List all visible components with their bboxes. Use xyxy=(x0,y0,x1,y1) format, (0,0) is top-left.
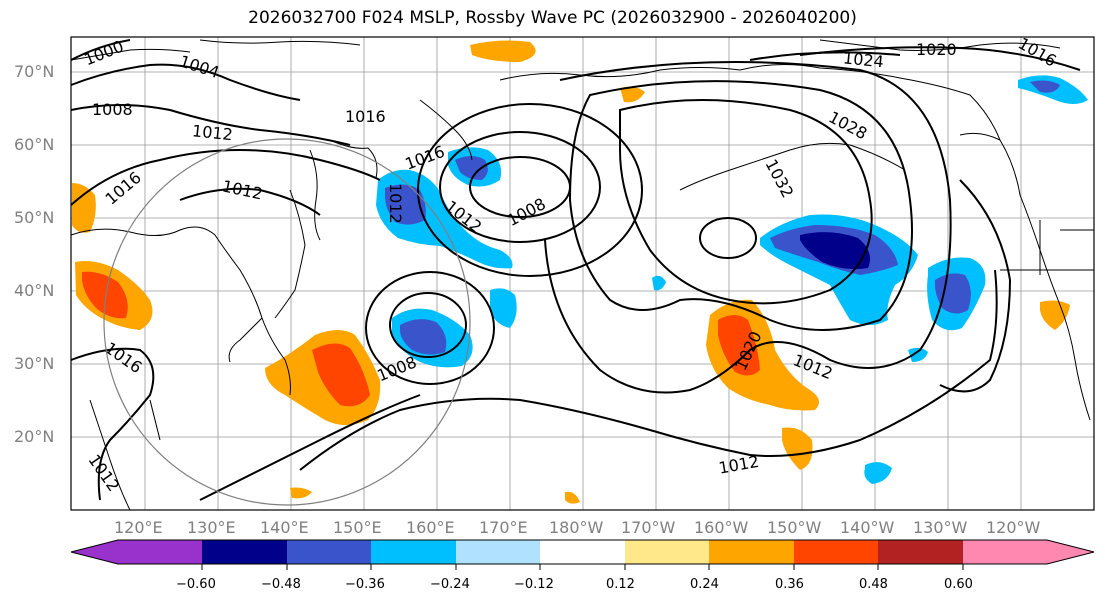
colorbar-segment xyxy=(709,540,794,564)
lon-label: 140°E xyxy=(260,518,309,537)
colorbar-tick-label: −0.48 xyxy=(261,577,301,592)
colorbar-tick-label: 0.48 xyxy=(859,577,888,592)
lon-label: 130°E xyxy=(187,518,236,537)
colorbar-extend-low xyxy=(71,540,118,564)
lon-label: 160°W xyxy=(694,518,749,537)
lat-label: 20°N xyxy=(14,427,55,446)
lat-label: 60°N xyxy=(14,135,55,154)
gridlines xyxy=(71,37,1094,510)
colorbar-segment xyxy=(287,540,371,564)
lon-label: 140°W xyxy=(840,518,895,537)
colorbar-tick-label: −0.24 xyxy=(430,577,470,592)
lon-label: 170°W xyxy=(621,518,676,537)
colorbar-tick-label: 0.24 xyxy=(690,577,719,592)
isobar-label: 1012 xyxy=(386,183,405,224)
lon-label: 130°W xyxy=(913,518,968,537)
colorbar-tick-label: −0.60 xyxy=(176,577,216,592)
colorbar xyxy=(70,539,1095,570)
lat-label: 70°N xyxy=(14,62,55,81)
anomaly-shading xyxy=(72,40,1088,504)
colorbar-segment xyxy=(794,540,878,564)
colorbar-segment xyxy=(963,540,1047,564)
coastlines xyxy=(70,39,1094,511)
colorbar-segment xyxy=(878,540,963,564)
radius-circle xyxy=(103,138,471,506)
isobar-label: 1008 xyxy=(92,100,133,119)
colorbar-tick-label: 0.12 xyxy=(606,577,635,592)
colorbar-segment xyxy=(625,540,709,564)
isobar-label: 1012 xyxy=(191,121,233,144)
colorbar-tick-label: −0.12 xyxy=(514,577,554,592)
map-frame xyxy=(70,36,1095,511)
colorbar-segment xyxy=(371,540,456,564)
colorbar-segment xyxy=(202,540,287,564)
lon-label: 150°W xyxy=(767,518,822,537)
lon-label: 170°E xyxy=(479,518,528,537)
colorbar-segment xyxy=(540,540,625,564)
lat-label: 50°N xyxy=(14,208,55,227)
isobar-label: 1024 xyxy=(842,48,884,71)
isobar-label: 1016 xyxy=(345,107,386,126)
lat-label: 30°N xyxy=(14,354,55,373)
isobars xyxy=(70,39,1081,501)
lat-label: 40°N xyxy=(14,281,55,300)
lon-label: 160°E xyxy=(406,518,455,537)
colorbar-tick-label: −0.36 xyxy=(345,577,385,592)
colorbar-segment xyxy=(456,540,540,564)
colorbar-outline xyxy=(70,539,1095,565)
map-title: 2026032700 F024 MSLP, Rossby Wave PC (20… xyxy=(248,8,857,28)
colorbar-extend-high xyxy=(1047,540,1094,564)
isobar-label: 1020 xyxy=(916,40,957,59)
lon-label: 150°E xyxy=(333,518,382,537)
lon-label: 180°W xyxy=(549,518,604,537)
colorbar-segment xyxy=(118,540,202,564)
colorbar-tick-label: 0.60 xyxy=(944,577,973,592)
lon-label: 120°E xyxy=(114,518,163,537)
colorbar-tick-label: 0.36 xyxy=(775,577,804,592)
lon-label: 120°W xyxy=(986,518,1041,537)
